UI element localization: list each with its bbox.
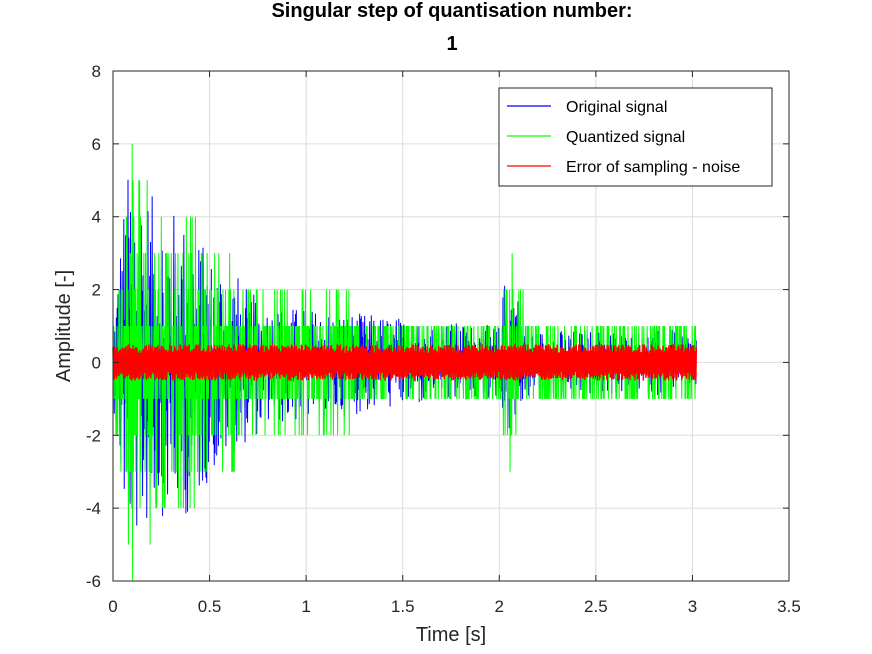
legend-entry-label: Quantized signal (566, 129, 685, 146)
legend-entry-label: Original signal (566, 99, 667, 116)
y-tick-label: 6 (92, 135, 101, 154)
legend-box (498, 87, 773, 187)
x-tick-label: 2 (495, 597, 504, 616)
x-tick-label: 0.5 (198, 597, 222, 616)
chart-title-line-1: Singular step of quantisation number: (271, 0, 632, 22)
x-tick-label: 2.5 (584, 597, 608, 616)
legend: Original signal Quantized signal Error of … (498, 87, 773, 187)
x-tick-label: 1.5 (391, 597, 415, 616)
y-tick-label: -2 (86, 426, 101, 445)
x-tick-label: 3.5 (777, 597, 801, 616)
series-layer (112, 143, 697, 582)
x-axis-label: Time [s] (416, 624, 486, 646)
chart-title-line-2: 1 (446, 33, 457, 55)
legend-entry-label: Error of sampling - noise (566, 159, 740, 176)
axes-box (112, 70, 790, 582)
y-tick-label: 0 (92, 353, 101, 372)
y-tick-label: 2 (92, 281, 101, 300)
y-axis-label: Amplitude [-] (53, 270, 75, 382)
x-tick-label: 3 (688, 597, 697, 616)
ticks: 0 0.5 1 1.5 2 2.5 3 3.5 -6 -4 -2 0 2 4 6 8 (86, 62, 801, 616)
x-tick-label: 0 (108, 597, 117, 616)
series-line-error (112, 344, 697, 381)
y-tick-label: 4 (92, 208, 101, 227)
y-tick-label: 8 (92, 62, 101, 81)
y-tick-label: -6 (86, 572, 101, 591)
y-tick-label: -4 (86, 499, 101, 518)
x-tick-label: 1 (301, 597, 310, 616)
